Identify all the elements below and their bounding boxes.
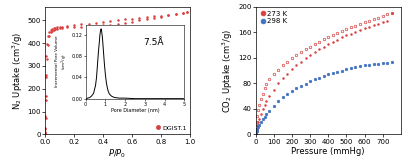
273 K	[353, 31, 358, 33]
298 K	[353, 66, 358, 68]
298 K	[321, 75, 326, 77]
298 K	[362, 65, 367, 67]
Y-axis label: CO$_2$ Uptake (cm$^3$/g): CO$_2$ Uptake (cm$^3$/g)	[221, 28, 235, 113]
298 K	[258, 121, 263, 123]
273 K	[254, 128, 259, 130]
273 K	[344, 34, 349, 36]
298 K	[339, 70, 344, 72]
Line: 273 K: 273 K	[254, 12, 393, 136]
298 K	[256, 126, 261, 128]
273 K	[308, 54, 312, 56]
273 K	[280, 77, 285, 79]
298 K	[262, 116, 267, 118]
273 K	[261, 108, 265, 110]
298 K	[257, 124, 262, 127]
273 K	[271, 89, 276, 91]
298 K	[344, 68, 349, 70]
273 K	[294, 65, 299, 67]
273 K	[276, 82, 281, 84]
273 K	[317, 49, 321, 51]
298 K	[308, 80, 312, 82]
273 K	[362, 27, 367, 29]
273 K	[348, 33, 353, 35]
273 K	[303, 57, 308, 59]
273 K	[255, 124, 260, 127]
X-axis label: $P/P_0$: $P/P_0$	[108, 147, 127, 160]
298 K	[264, 113, 269, 115]
298 K	[276, 100, 281, 102]
Line: 298 K: 298 K	[254, 61, 393, 136]
X-axis label: Pressure (mmHg): Pressure (mmHg)	[292, 147, 365, 156]
273 K	[299, 61, 303, 63]
273 K	[376, 23, 381, 25]
298 K	[303, 83, 308, 85]
273 K	[339, 36, 344, 38]
298 K	[261, 118, 265, 120]
298 K	[380, 62, 385, 64]
298 K	[271, 105, 276, 107]
273 K	[326, 43, 330, 45]
298 K	[371, 63, 376, 65]
273 K	[366, 26, 371, 28]
298 K	[348, 67, 353, 69]
298 K	[290, 90, 294, 92]
273 K	[385, 20, 390, 22]
273 K	[371, 24, 376, 26]
298 K	[385, 62, 390, 64]
273 K	[290, 68, 294, 70]
298 K	[255, 128, 260, 130]
298 K	[366, 64, 371, 66]
298 K	[285, 93, 290, 95]
273 K	[335, 39, 340, 41]
298 K	[254, 132, 258, 134]
298 K	[312, 78, 317, 80]
273 K	[312, 51, 317, 53]
273 K	[262, 104, 267, 106]
Legend: 273 K, 298 K: 273 K, 298 K	[259, 10, 288, 25]
273 K	[285, 73, 290, 75]
298 K	[294, 87, 299, 89]
273 K	[389, 12, 394, 14]
273 K	[257, 118, 262, 120]
298 K	[253, 133, 258, 135]
298 K	[376, 62, 381, 65]
298 K	[326, 73, 330, 75]
298 K	[317, 77, 321, 79]
273 K	[330, 41, 335, 43]
273 K	[357, 29, 362, 31]
273 K	[256, 121, 261, 123]
273 K	[267, 95, 272, 97]
273 K	[264, 100, 269, 102]
298 K	[389, 61, 394, 63]
273 K	[380, 21, 385, 23]
298 K	[330, 72, 335, 74]
Y-axis label: N$_2$ Uptake (cm$^3$/g): N$_2$ Uptake (cm$^3$/g)	[10, 31, 25, 110]
273 K	[321, 46, 326, 48]
273 K	[254, 130, 258, 132]
298 K	[335, 71, 340, 73]
273 K	[253, 133, 258, 135]
298 K	[254, 130, 259, 132]
Legend: DGIST.1: DGIST.1	[155, 125, 187, 131]
273 K	[258, 113, 263, 115]
298 K	[280, 96, 285, 98]
298 K	[357, 65, 362, 67]
298 K	[299, 85, 303, 87]
298 K	[267, 110, 272, 112]
